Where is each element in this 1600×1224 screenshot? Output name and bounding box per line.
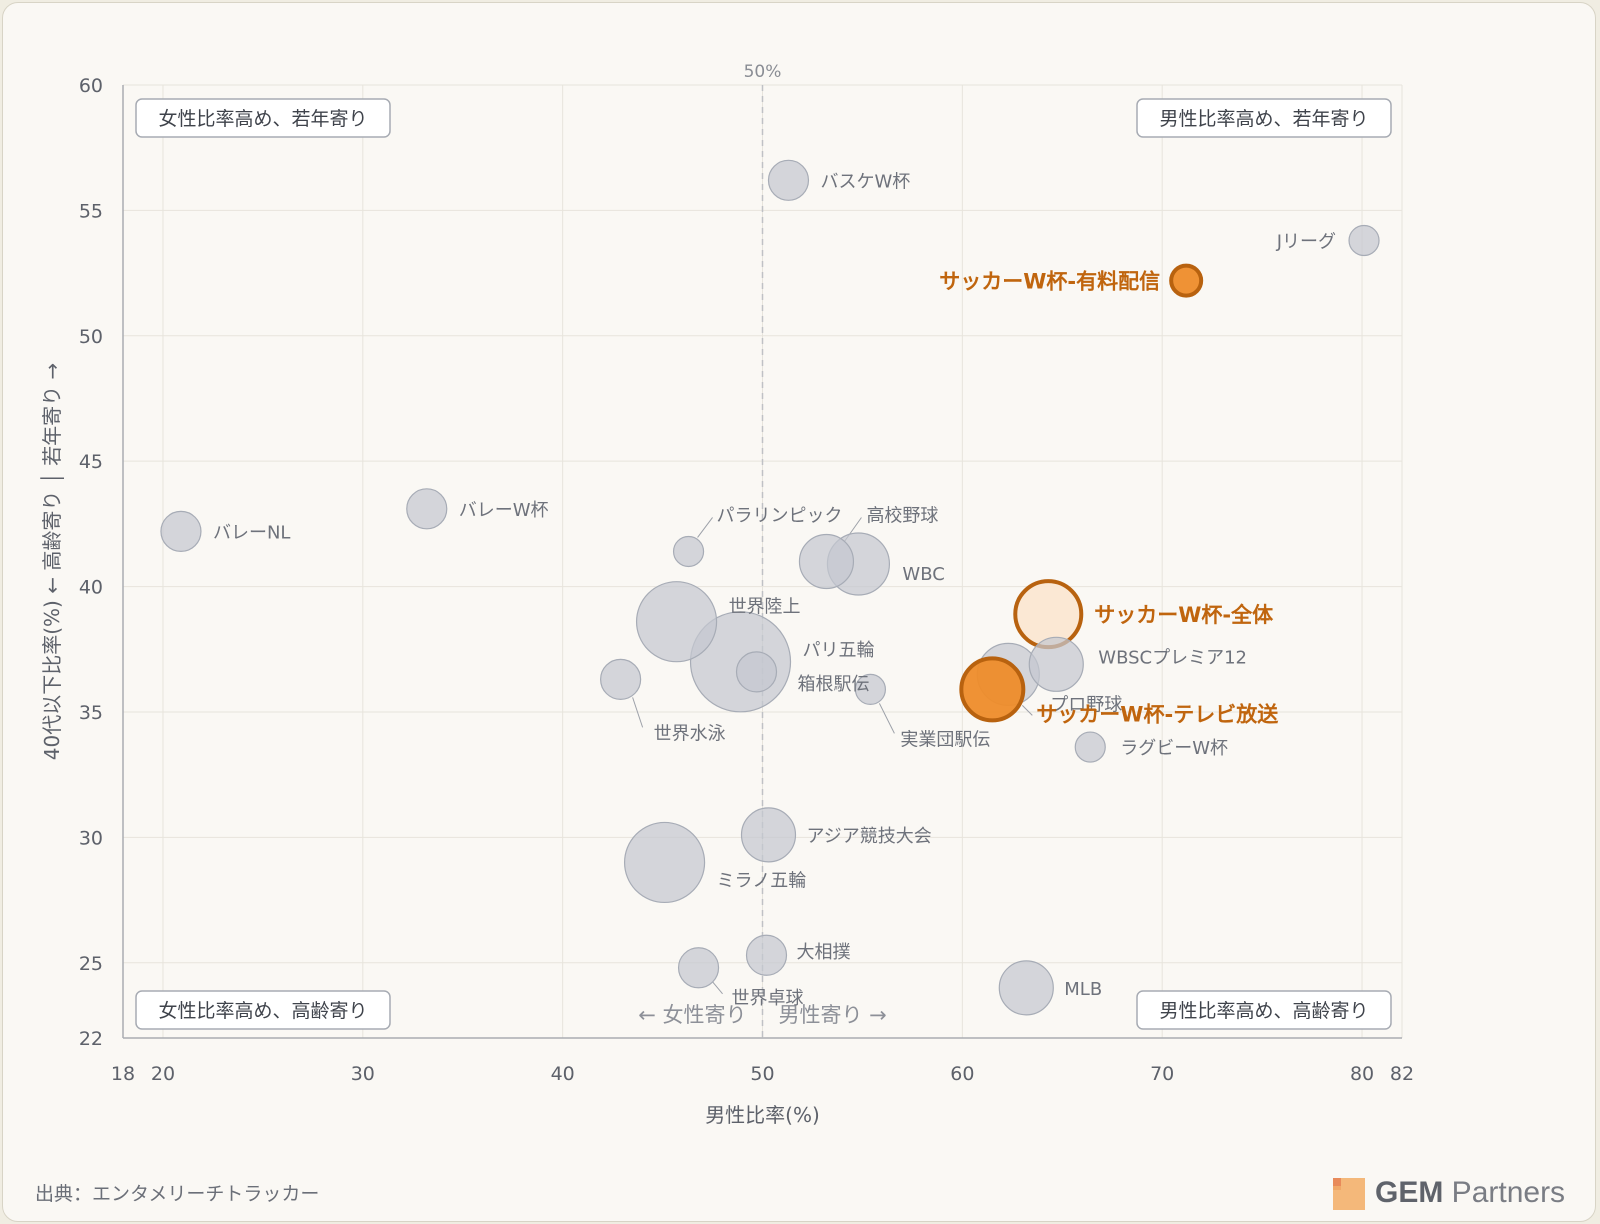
bubble-label: バレーW杯 (459, 500, 549, 521)
scatter-plot: 18 20 30 40 50 60 70 80 82 22 25 30 35 40 45 50 55 60 男性比率… (40, 62, 1414, 1127)
x-tick-label: 60 (950, 1063, 974, 1085)
bubble-label: パラリンピック (717, 505, 843, 526)
label-leader-line (632, 697, 644, 728)
direction-label-female: ← 女性寄り (638, 1003, 746, 1027)
x-tick-label: 82 (1390, 1063, 1414, 1085)
quadrant-label-top-right: 男性比率高め、若年寄り (1136, 98, 1392, 138)
label-leader-line (697, 517, 713, 538)
y-tick-label: 25 (79, 953, 103, 975)
label-leader-line (712, 981, 723, 995)
quadrant-label-top-left-box (135, 98, 391, 138)
bubble-point (798, 533, 855, 590)
x-tick-label: 40 (551, 1063, 575, 1085)
bubble-label: Jリーグ (1276, 231, 1336, 252)
bubble-label: 大相撲 (796, 942, 850, 963)
bubble-label: パリ五輪 (803, 640, 875, 661)
bubble-label: MLB (1064, 979, 1102, 1000)
bubble-label: 世界卓球 (732, 988, 804, 1009)
bubble-label: WBC (902, 564, 944, 585)
x-axis-title: 男性比率(%) (705, 1103, 820, 1127)
quadrant-label-bottom-left-text: 女性比率高め、高齢寄り (158, 1000, 367, 1022)
bubble-label: ミラノ五輪 (717, 870, 807, 891)
bubble-label: サッカーW杯-テレビ放送 (1036, 702, 1279, 726)
logo-text-rest: Partners (1443, 1176, 1566, 1209)
bubble-label: サッカーW杯-有料配信 (939, 270, 1160, 294)
quadrant-label-top-right-text: 男性比率高め、若年寄り (1159, 108, 1368, 130)
bubble-point (1074, 731, 1106, 763)
bubble-point (1013, 579, 1084, 650)
bubble-label: ラグビーW杯 (1120, 738, 1228, 759)
y-tick-label: 45 (79, 451, 103, 473)
y-tick-label: 35 (79, 702, 103, 724)
bubble-label: 世界陸上 (729, 597, 801, 618)
bubble-label: WBSCプレミア12 (1098, 647, 1247, 668)
bubble-label: サッカーW杯-全体 (1094, 603, 1274, 627)
x-tick-label: 80 (1350, 1063, 1374, 1085)
bubble-point (600, 658, 642, 700)
quadrant-label-top-left-text: 女性比率高め、若年寄り (158, 108, 367, 130)
y-tick-label: 22 (79, 1028, 103, 1050)
x-tick-label: 30 (351, 1063, 375, 1085)
bubble-point (677, 947, 720, 989)
quadrant-label-bottom-right-box (1136, 990, 1392, 1030)
x-tick-label: 50 (750, 1063, 774, 1085)
bubble-point (740, 807, 797, 863)
quadrant-label-bottom-left-box (135, 990, 391, 1030)
bubble-label: バレーNL (213, 522, 291, 543)
y-tick-label: 30 (79, 827, 103, 849)
bubble-label: バスケW杯 (820, 171, 910, 192)
bubble-point (406, 488, 448, 530)
x-tick-label: 18 (111, 1063, 135, 1085)
bubble-label: プロ野球 (1050, 694, 1122, 715)
bubble-point (735, 651, 778, 693)
bubble-label: 実業団駅伝 (900, 729, 990, 750)
bubble-label: 箱根駅伝 (798, 674, 870, 695)
label-leader-line (1021, 705, 1033, 716)
y-tick-label: 40 (79, 577, 103, 599)
bubble-point (635, 581, 718, 663)
bubble-point (745, 934, 788, 976)
bubble-point (998, 960, 1054, 1016)
x-tick-label: 20 (151, 1063, 175, 1085)
x-tick-label: 70 (1150, 1063, 1174, 1085)
y-tick-label: 50 (79, 326, 103, 348)
logo-text-bold: GEM (1375, 1176, 1444, 1209)
y-tick-label: 60 (79, 75, 103, 97)
reference-line-label: 50% (744, 62, 782, 82)
quadrant-label-bottom-right: 男性比率高め、高齢寄り (1136, 990, 1392, 1030)
label-leader-line (878, 703, 895, 734)
bubble-point (1028, 636, 1084, 692)
bubble-point (1169, 263, 1204, 298)
y-axis-title: 40代以下比率(%) ← 高齢寄り │ 若年寄り → (40, 363, 64, 760)
bubble-point (1348, 224, 1380, 257)
bubble-point (767, 159, 810, 201)
source-note: 出典：エンタメリーチトラッカー (35, 1183, 320, 1205)
logo-mark-icon (1333, 1178, 1365, 1210)
bubble-point (623, 821, 706, 904)
quadrant-label-top-left: 女性比率高め、若年寄り (135, 98, 391, 138)
y-tick-label: 55 (79, 200, 103, 222)
bubble-point (672, 535, 705, 568)
quadrant-label-bottom-right-text: 男性比率高め、高齢寄り (1159, 1000, 1368, 1022)
bubble-point (959, 656, 1026, 723)
bubble-label: 高校野球 (866, 506, 938, 527)
quadrant-label-bottom-left: 女性比率高め、高齢寄り (135, 990, 391, 1030)
bubble-label: 世界水泳 (654, 723, 726, 744)
bubble-label: アジア競技大会 (806, 826, 931, 847)
bubble-point (160, 510, 202, 553)
quadrant-label-top-right-box (1136, 98, 1392, 138)
bubble-point (854, 673, 887, 706)
direction-label-male: 男性寄り → (779, 1003, 887, 1027)
